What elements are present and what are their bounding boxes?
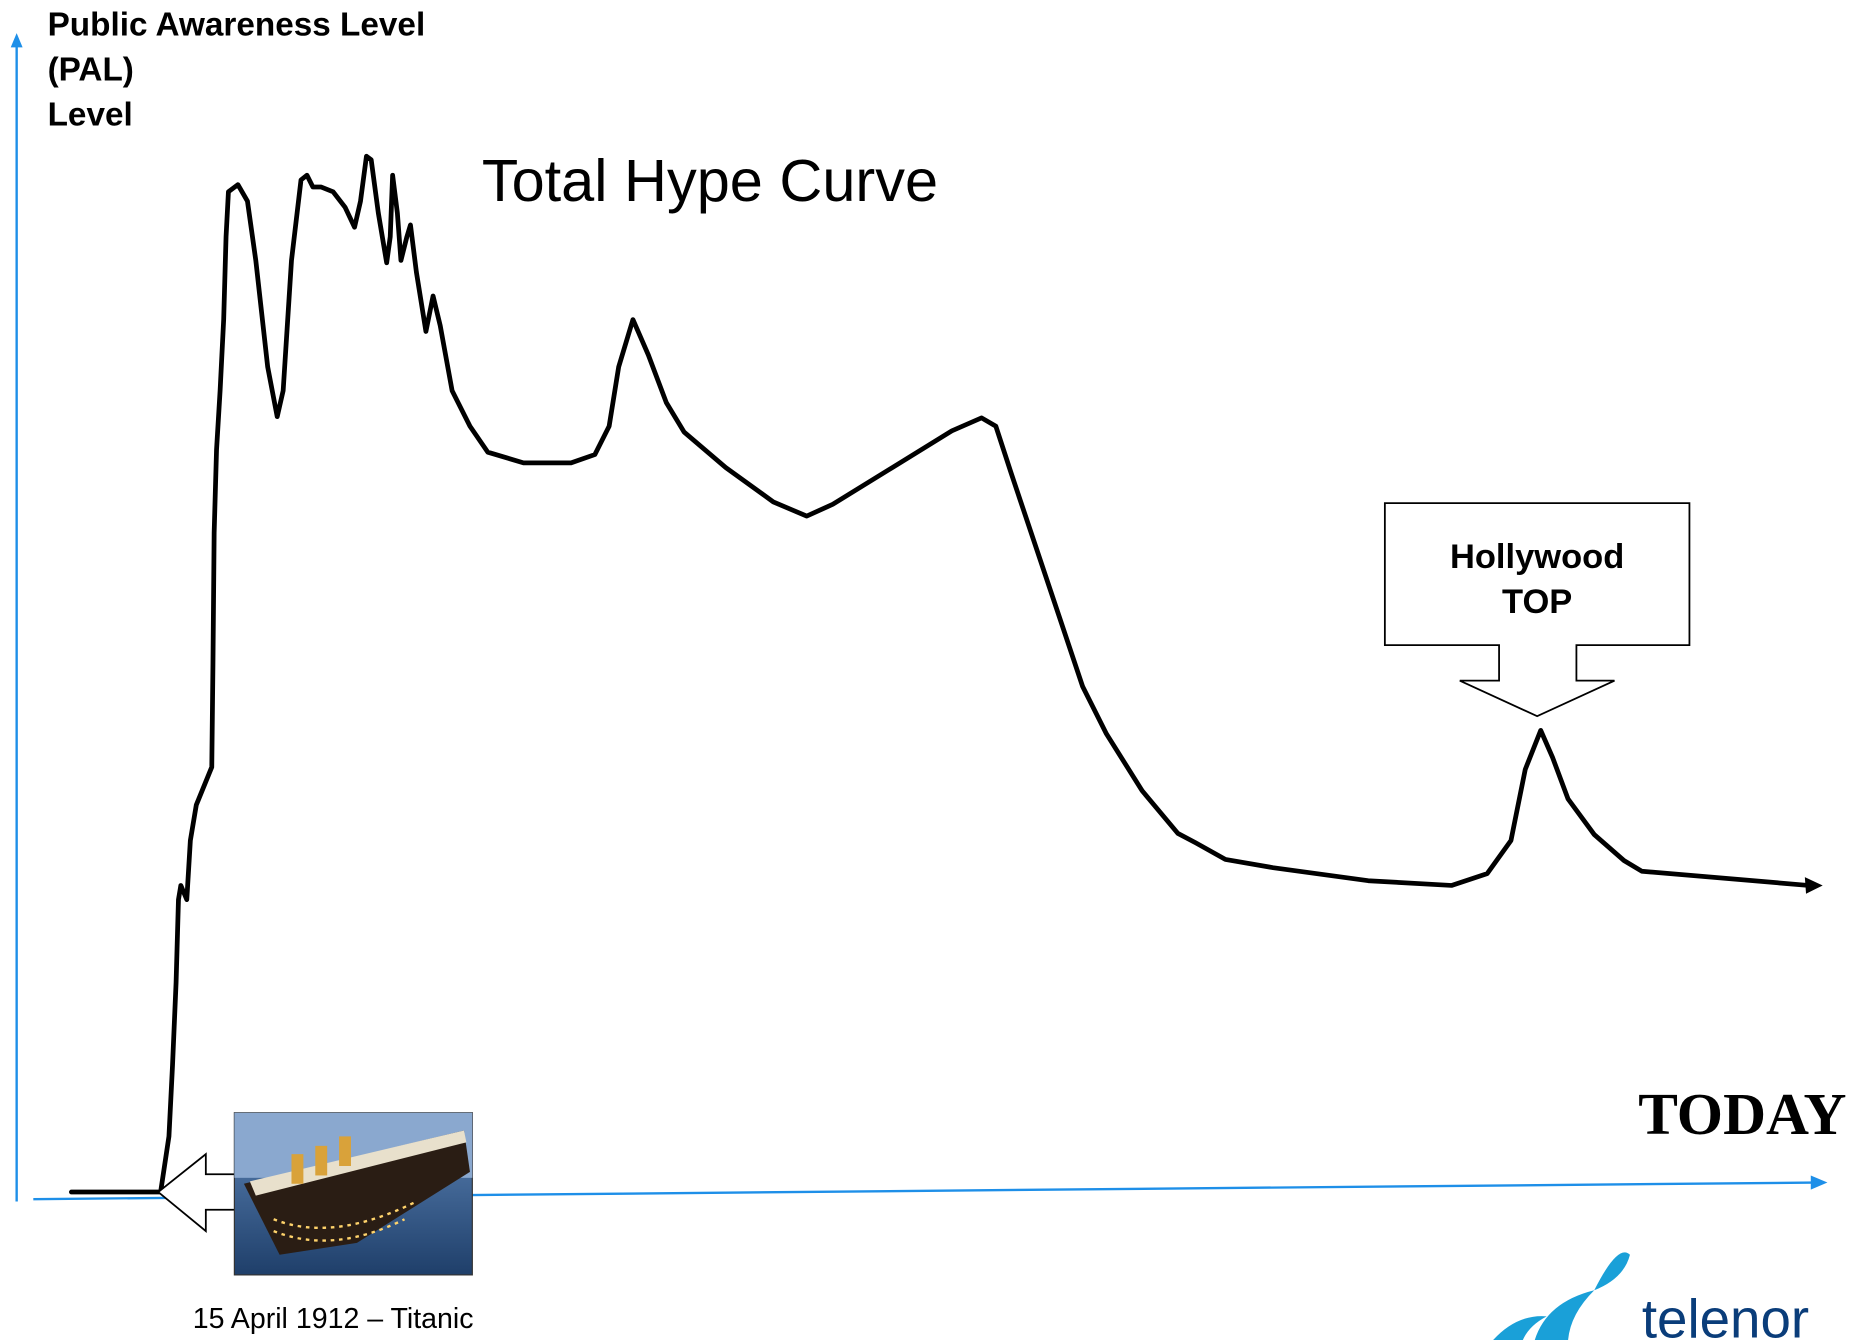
axis-label-line: (PAL) [48, 52, 134, 89]
title: Total Hype Curve [482, 147, 938, 214]
callout-line: Hollywood [1450, 538, 1624, 576]
axis-label-line: Public Awareness Level [48, 7, 426, 44]
axis-label: Public Awareness Level (PAL) Level [48, 7, 426, 134]
logo: telenor [1493, 1252, 1809, 1340]
logo-mark [1594, 1252, 1630, 1290]
x-axis-arrow [1811, 1175, 1828, 1189]
logo-mark [1535, 1290, 1594, 1340]
titanic-image [234, 1113, 472, 1275]
y-axis-arrow [11, 33, 23, 47]
start-label: 15 April 1912 – Titanic [193, 1303, 474, 1335]
axis-label-line: Level [48, 97, 133, 134]
logo-text: telenor [1642, 1289, 1809, 1340]
page: Public Awareness Level (PAL) Level Total… [0, 0, 1856, 1340]
start-arrow [158, 1154, 238, 1231]
callout-line: TOP [1502, 583, 1572, 621]
diagram: Public Awareness Level (PAL) Level Total… [0, 0, 1856, 1340]
callout: Hollywood TOP [1385, 503, 1690, 716]
end-label: TODAY [1638, 1081, 1846, 1147]
curve-arrow [1805, 877, 1823, 894]
